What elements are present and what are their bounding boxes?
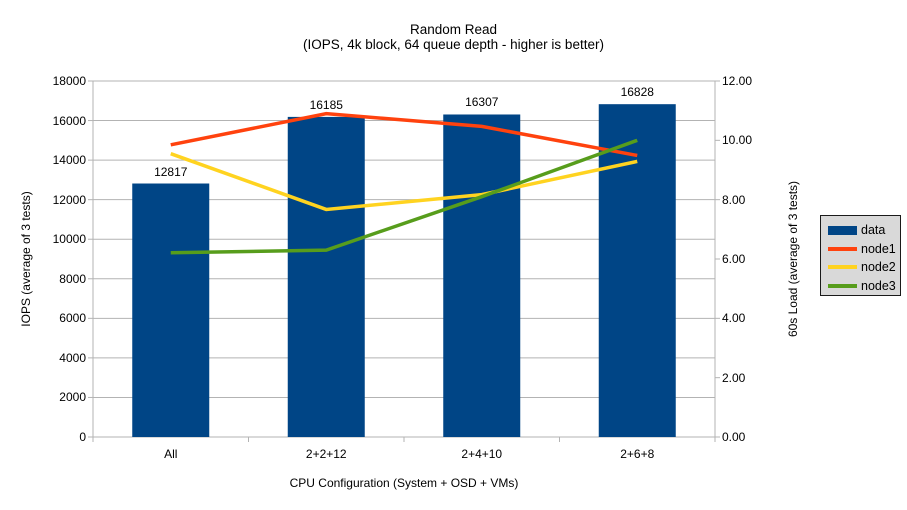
left-axis-tick-label: 10000	[52, 232, 86, 247]
bar-value-label: 16828	[620, 85, 654, 100]
x-category-label: 2+4+10	[461, 447, 503, 461]
line-node3	[170, 138, 638, 255]
chart-subtitle: (IOPS, 4k block, 64 queue depth - higher…	[303, 37, 604, 52]
left-axis-tick-label: 14000	[52, 153, 86, 168]
left-axis-tick-label: 2000	[59, 390, 86, 405]
legend-item-data: data	[828, 221, 900, 240]
bar-data	[287, 116, 365, 437]
legend-swatch-data	[828, 225, 857, 235]
legend-swatch-node3	[828, 283, 857, 288]
left-axis-tick-label: 0	[79, 430, 86, 444]
x-axis-title: CPU Configuration (System + OSD + VMs)	[289, 476, 519, 490]
legend-label-data: data	[861, 223, 886, 238]
legend-swatch-node1	[828, 246, 857, 251]
x-category-label: 2+2+12	[305, 447, 347, 461]
left-axis-tick-label: 18000	[52, 74, 86, 88]
left-axis-tick-label: 4000	[59, 350, 86, 365]
left-axis-tick-label: 16000	[52, 113, 86, 128]
line-node1	[170, 111, 638, 158]
legend-item-node1: node1	[828, 240, 900, 259]
left-axis-title: IOPS (average of 3 tests)	[19, 191, 33, 327]
legend-label-node2: node2	[861, 260, 896, 275]
bar-data	[443, 114, 521, 438]
legend-label-node3: node3	[861, 278, 896, 293]
legend-item-node2: node2	[828, 258, 900, 277]
right-axis-tick-label: 8.00	[722, 192, 746, 207]
right-axis-title: 60s Load (average of 3 tests)	[786, 180, 800, 338]
left-axis-tick-label: 12000	[52, 192, 86, 207]
right-axis-tick-label: 6.00	[722, 252, 746, 266]
right-axis-tick-label: 0.00	[722, 430, 746, 444]
bar-value-label: 12817	[154, 164, 188, 179]
legend: data node1 node2 node3	[820, 215, 901, 296]
x-category-label: 2+6+8	[620, 447, 655, 461]
legend-label-node1: node1	[861, 241, 896, 256]
left-axis-tick-label: 6000	[59, 311, 86, 326]
bar-data	[598, 104, 676, 437]
line-node2	[170, 152, 638, 212]
legend-swatch-node2	[828, 265, 857, 270]
bar-data	[132, 183, 210, 437]
chart-title: Random Read	[409, 22, 498, 37]
right-axis-tick-label: 2.00	[722, 370, 746, 385]
chart-title-block: Random Read (IOPS, 4k block, 64 queue de…	[0, 22, 907, 52]
right-axis-tick-label: 4.00	[722, 311, 746, 326]
right-axis-tick-label: 12.00	[722, 74, 753, 88]
x-category-label: All	[164, 447, 178, 461]
right-axis-tick-label: 10.00	[722, 133, 753, 148]
bar-value-label: 16185	[309, 97, 343, 112]
legend-item-node3: node3	[828, 277, 900, 296]
bar-value-label: 16307	[465, 95, 499, 110]
left-axis-tick-label: 8000	[59, 271, 86, 286]
